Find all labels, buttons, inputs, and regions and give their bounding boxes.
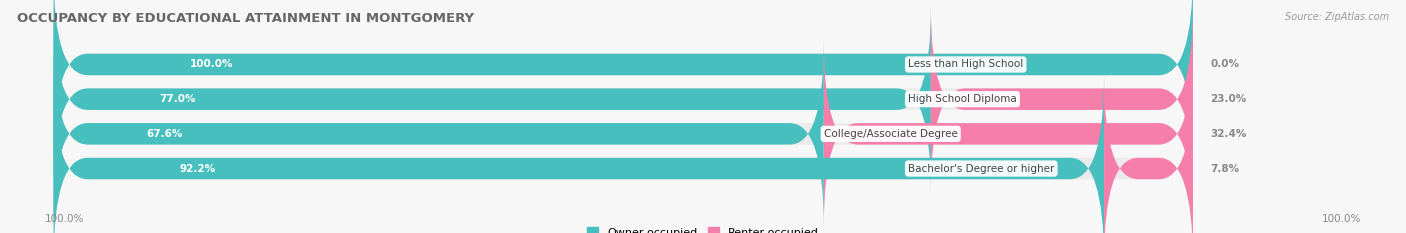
Text: 32.4%: 32.4% [1211, 129, 1246, 139]
Text: 7.8%: 7.8% [1211, 164, 1239, 174]
Legend: Owner-occupied, Renter-occupied: Owner-occupied, Renter-occupied [582, 223, 824, 233]
Text: OCCUPANCY BY EDUCATIONAL ATTAINMENT IN MONTGOMERY: OCCUPANCY BY EDUCATIONAL ATTAINMENT IN M… [17, 12, 474, 25]
Text: Less than High School: Less than High School [908, 59, 1024, 69]
FancyBboxPatch shape [53, 75, 1104, 233]
Text: Bachelor's Degree or higher: Bachelor's Degree or higher [908, 164, 1054, 174]
Text: College/Associate Degree: College/Associate Degree [824, 129, 957, 139]
Text: 100.0%: 100.0% [1322, 214, 1361, 224]
FancyBboxPatch shape [53, 6, 1192, 192]
Text: 100.0%: 100.0% [190, 59, 233, 69]
FancyBboxPatch shape [931, 6, 1192, 192]
FancyBboxPatch shape [53, 75, 1192, 233]
Text: 67.6%: 67.6% [146, 129, 183, 139]
Text: High School Diploma: High School Diploma [908, 94, 1017, 104]
Text: 77.0%: 77.0% [159, 94, 195, 104]
Text: 23.0%: 23.0% [1211, 94, 1246, 104]
FancyBboxPatch shape [53, 41, 1192, 227]
FancyBboxPatch shape [824, 41, 1192, 227]
FancyBboxPatch shape [53, 0, 1192, 158]
Text: 0.0%: 0.0% [1211, 59, 1239, 69]
Text: Source: ZipAtlas.com: Source: ZipAtlas.com [1285, 12, 1389, 22]
FancyBboxPatch shape [53, 41, 824, 227]
Text: 100.0%: 100.0% [45, 214, 84, 224]
Text: 92.2%: 92.2% [180, 164, 215, 174]
FancyBboxPatch shape [53, 6, 931, 192]
FancyBboxPatch shape [53, 0, 1192, 158]
FancyBboxPatch shape [1104, 75, 1192, 233]
